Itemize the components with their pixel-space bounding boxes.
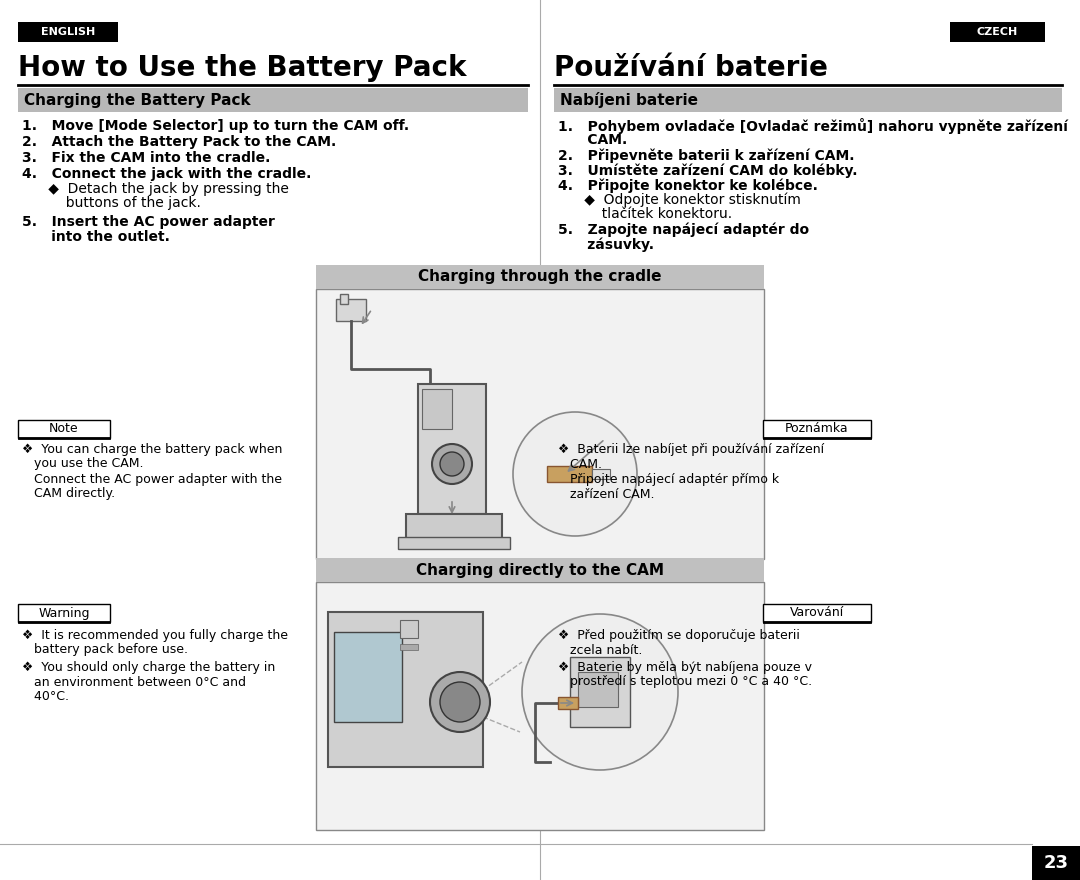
Text: battery pack before use.: battery pack before use. <box>22 643 188 656</box>
Circle shape <box>430 672 490 732</box>
Bar <box>554 88 1062 112</box>
Text: you use the CAM.: you use the CAM. <box>22 458 144 471</box>
Bar <box>418 384 486 514</box>
Text: Charging through the cradle: Charging through the cradle <box>418 269 662 284</box>
Text: ❖  Baterie by měla být nabíjena pouze v: ❖ Baterie by měla být nabíjena pouze v <box>558 662 812 674</box>
Text: CAM directly.: CAM directly. <box>22 488 116 501</box>
Text: ◆  Detach the jack by pressing the: ◆ Detach the jack by pressing the <box>22 182 288 196</box>
Text: CZECH: CZECH <box>976 27 1017 37</box>
Text: Connect the AC power adapter with the: Connect the AC power adapter with the <box>22 473 282 486</box>
Circle shape <box>513 412 637 536</box>
Bar <box>18 604 110 622</box>
Text: 2.   Attach the Battery Pack to the CAM.: 2. Attach the Battery Pack to the CAM. <box>22 135 336 149</box>
Bar <box>558 697 578 709</box>
Text: Charging the Battery Pack: Charging the Battery Pack <box>24 92 251 107</box>
Text: into the outlet.: into the outlet. <box>22 230 170 244</box>
Text: Varování: Varování <box>789 606 845 620</box>
Text: 4.   Connect the jack with the cradle.: 4. Connect the jack with the cradle. <box>22 167 311 181</box>
Text: ❖  You should only charge the battery in: ❖ You should only charge the battery in <box>22 662 275 674</box>
Text: 5.   Insert the AC power adapter: 5. Insert the AC power adapter <box>22 215 275 229</box>
Text: prostředí s teplotou mezi 0 °C a 40 °C.: prostředí s teplotou mezi 0 °C a 40 °C. <box>558 676 812 688</box>
Text: an environment between 0°C and: an environment between 0°C and <box>22 676 246 688</box>
Text: ❖  You can charge the battery pack when: ❖ You can charge the battery pack when <box>22 444 282 457</box>
Bar <box>422 389 453 429</box>
Text: 40°C.: 40°C. <box>22 690 69 702</box>
Text: 2.   Připevněte baterii k zařízení CAM.: 2. Připevněte baterii k zařízení CAM. <box>558 149 854 164</box>
Text: ❖  Před použitím se doporučuje baterii: ❖ Před použitím se doporučuje baterii <box>558 629 800 642</box>
Text: zásuvky.: zásuvky. <box>558 238 654 253</box>
Text: CAM.: CAM. <box>558 458 602 471</box>
Text: How to Use the Battery Pack: How to Use the Battery Pack <box>18 54 467 82</box>
Text: CAM.: CAM. <box>558 133 627 147</box>
Bar <box>762 420 870 438</box>
Bar <box>578 672 618 707</box>
Bar <box>400 644 418 650</box>
Bar <box>950 22 1045 42</box>
Circle shape <box>440 682 480 722</box>
Circle shape <box>432 444 472 484</box>
Text: 23: 23 <box>1043 854 1068 872</box>
Text: 3.   Umístěte zařízení CAM do kolébky.: 3. Umístěte zařízení CAM do kolébky. <box>558 164 858 179</box>
Text: 1.   Pohybem ovladače [Ovladač režimů] nahoru vypněte zařízení: 1. Pohybem ovladače [Ovladač režimů] nah… <box>558 118 1068 134</box>
Text: ◆  Odpojte konektor stisknutím: ◆ Odpojte konektor stisknutím <box>558 193 801 208</box>
Polygon shape <box>1032 846 1080 880</box>
Bar <box>328 612 483 767</box>
Text: 3.   Fix the CAM into the cradle.: 3. Fix the CAM into the cradle. <box>22 151 270 165</box>
Circle shape <box>440 452 464 476</box>
Text: Charging directly to the CAM: Charging directly to the CAM <box>416 562 664 577</box>
Bar <box>546 466 592 482</box>
Bar <box>592 469 610 479</box>
Text: 5.   Zapojte napájecí adaptér do: 5. Zapojte napájecí adaptér do <box>558 223 809 238</box>
Text: Připojte napájecí adaptér přímo k: Připojte napájecí adaptér přímo k <box>558 473 779 486</box>
Bar <box>399 537 510 549</box>
Text: ❖  Baterii lze nabíjet při používání zařízení: ❖ Baterii lze nabíjet při používání zaří… <box>558 444 824 457</box>
Text: Nabíjeni baterie: Nabíjeni baterie <box>561 92 698 108</box>
Text: 1.   Move [Mode Selector] up to turn the CAM off.: 1. Move [Mode Selector] up to turn the C… <box>22 119 409 133</box>
Text: Note: Note <box>50 422 79 436</box>
Text: ❖  It is recommended you fully charge the: ❖ It is recommended you fully charge the <box>22 629 288 642</box>
Bar <box>316 582 764 830</box>
Bar <box>334 632 402 722</box>
Text: zařízení CAM.: zařízení CAM. <box>558 488 654 501</box>
Bar <box>18 420 110 438</box>
Text: Warning: Warning <box>38 606 90 620</box>
Bar <box>316 289 764 559</box>
Text: Poznámka: Poznámka <box>785 422 849 436</box>
Text: tlačítek konektoru.: tlačítek konektoru. <box>558 207 732 221</box>
Bar <box>400 620 418 638</box>
Text: buttons of the jack.: buttons of the jack. <box>22 196 201 210</box>
Text: Používání baterie: Používání baterie <box>554 54 828 82</box>
Bar <box>316 265 764 289</box>
Bar <box>316 558 764 582</box>
Circle shape <box>522 614 678 770</box>
Bar <box>18 22 118 42</box>
Bar <box>570 657 630 727</box>
Bar <box>406 514 502 542</box>
Text: 4.   Připojte konektor ke kolébce.: 4. Připojte konektor ke kolébce. <box>558 179 818 194</box>
Text: ENGLISH: ENGLISH <box>41 27 95 37</box>
Bar <box>762 604 870 622</box>
Text: zcela nabít.: zcela nabít. <box>558 643 643 656</box>
Bar <box>18 88 528 112</box>
Bar <box>336 299 366 321</box>
Bar <box>340 294 348 304</box>
